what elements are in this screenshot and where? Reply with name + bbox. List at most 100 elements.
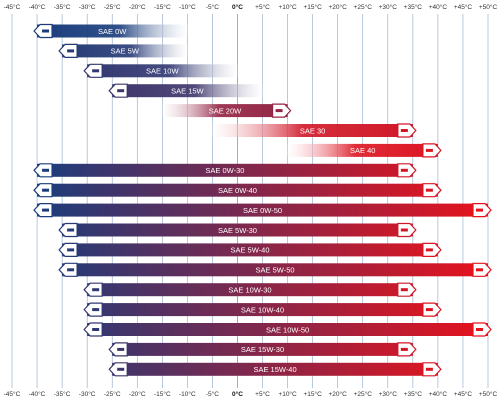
- tick-label-bottom: +45°C: [454, 390, 473, 398]
- tick-label-bottom: +40°C: [429, 390, 448, 398]
- tick-label-top: -25°C: [104, 3, 121, 11]
- bar-label: SAE 15W-30: [241, 345, 284, 354]
- bar-row: SAE 15W: [108, 83, 263, 98]
- bar-label: SAE 15W: [171, 87, 204, 96]
- bar-label: SAE 5W-30: [218, 226, 257, 235]
- hot-limit-notch: [400, 288, 408, 292]
- tick-label-bottom: -30°C: [79, 390, 96, 398]
- tick-label-bottom: +10°C: [278, 390, 297, 398]
- tick-label-bottom: +15°C: [303, 390, 322, 398]
- bar-label: SAE 10W-40: [241, 305, 284, 314]
- cold-limit-notch: [67, 248, 75, 252]
- hot-limit-notch: [275, 109, 283, 113]
- tick-label-top: +40°C: [429, 3, 448, 11]
- bar-label: SAE 0W: [98, 27, 127, 36]
- range-bar: [87, 303, 438, 317]
- bar-row: SAE 0W-30: [33, 163, 417, 178]
- bar-row: SAE 15W-30: [108, 342, 417, 357]
- range-bar: [37, 163, 413, 177]
- tick-label-top: +10°C: [278, 3, 297, 11]
- cold-limit-notch: [117, 347, 125, 351]
- bar-row: SAE 40: [287, 143, 442, 158]
- bar-label: SAE 15W-40: [253, 365, 296, 374]
- bar-label: SAE 10W: [146, 67, 179, 76]
- bar-row: SAE 5W-40: [58, 242, 442, 257]
- bar-row: SAE 10W-50: [83, 322, 492, 337]
- tick-label-bottom: +5°C: [255, 390, 270, 398]
- hot-limit-notch: [476, 328, 483, 331]
- bar-row: SAE 10W-30: [83, 282, 417, 297]
- tick-label-top: +5°C: [255, 3, 270, 11]
- hot-limit-notch: [400, 129, 408, 132]
- range-bar: [112, 84, 263, 98]
- hot-limit-notch: [425, 148, 433, 152]
- tick-label-top: +35°C: [404, 3, 423, 11]
- tick-label-bottom: -10°C: [179, 390, 196, 398]
- bar-row: SAE 30: [212, 123, 417, 138]
- bar-label: SAE 0W-40: [218, 186, 257, 195]
- range-bar: [162, 104, 288, 118]
- bar-row: SAE 0W-40: [33, 183, 442, 198]
- tick-label-bottom: +35°C: [404, 390, 423, 398]
- bar-row: SAE 0W: [33, 23, 188, 39]
- bar-label: SAE 20W: [209, 106, 242, 115]
- tick-label-top: -35°C: [54, 3, 71, 11]
- bar-label: SAE 40: [350, 146, 375, 155]
- bar-row: SAE 15W-40: [108, 362, 442, 377]
- range-bar: [112, 362, 438, 376]
- tick-label-bottom: -5°C: [206, 390, 219, 398]
- hot-limit-notch: [425, 367, 433, 371]
- tick-label-top: -40°C: [29, 3, 46, 11]
- tick-label-bottom: +50°C: [479, 390, 498, 398]
- bar-row: SAE 5W-30: [58, 222, 417, 238]
- tick-label-top: -20°C: [129, 3, 146, 11]
- hot-limit-notch: [400, 168, 408, 172]
- cold-limit-notch: [42, 188, 50, 192]
- bar-row: SAE 10W-40: [83, 302, 442, 317]
- tick-label-top: +20°C: [329, 3, 348, 11]
- bar-row: SAE 5W-50: [58, 262, 492, 277]
- tick-label-bottom: +30°C: [379, 390, 398, 398]
- tick-label-bottom: +20°C: [329, 390, 348, 398]
- tick-label-bottom: -35°C: [54, 390, 71, 398]
- range-bar: [37, 183, 438, 197]
- hot-limit-notch: [425, 248, 433, 252]
- hot-limit-notch: [476, 208, 483, 212]
- hot-limit-notch: [425, 308, 433, 312]
- cold-limit-notch: [42, 168, 50, 172]
- hot-limit-notch: [400, 228, 408, 232]
- bar-row: SAE 5W: [58, 43, 188, 58]
- range-bar: [87, 64, 238, 78]
- range-bar: [87, 283, 413, 297]
- bars: SAE 0W SAE 5W SAE 10W SAE 15W SAE 20W SAE 30 S…: [33, 23, 492, 377]
- bar-label: SAE 5W-50: [256, 266, 295, 275]
- tick-label-top: 0°C: [232, 3, 243, 11]
- bar-label: SAE 30: [300, 126, 325, 135]
- bar-row: SAE 10W: [83, 63, 238, 78]
- tick-label-bottom: -45°C: [4, 390, 21, 398]
- cold-limit-notch: [42, 29, 50, 33]
- bar-label: SAE 5W: [111, 47, 140, 56]
- cold-limit-notch: [67, 268, 75, 272]
- range-bar: [37, 203, 488, 217]
- tick-label-bottom: -25°C: [104, 390, 121, 398]
- tick-label-top: +15°C: [303, 3, 322, 11]
- hot-limit-notch: [476, 268, 483, 272]
- tick-label-top: -30°C: [79, 3, 96, 11]
- tick-label-bottom: 0°C: [232, 390, 243, 398]
- hot-limit-notch: [400, 347, 408, 351]
- cold-limit-notch: [117, 367, 125, 371]
- range-bar: [212, 124, 413, 137]
- range-bar: [287, 143, 438, 157]
- tick-labels-bottom: -45°C -40°C -35°C -30°C -25°C -20°C -15°C -10°C…: [4, 390, 498, 398]
- tick-label-top: +25°C: [354, 3, 373, 11]
- tick-labels-top: -45°C -40°C -35°C -30°C -25°C -20°C -15°C -10°C…: [4, 3, 498, 11]
- cold-limit-notch: [92, 288, 100, 292]
- cold-limit-notch: [117, 89, 125, 93]
- bar-label: SAE 10W-30: [228, 286, 271, 295]
- cold-limit-notch: [92, 69, 100, 73]
- tick-label-bottom: -20°C: [129, 390, 146, 398]
- hot-limit-notch: [425, 188, 433, 192]
- cold-limit-notch: [42, 208, 50, 212]
